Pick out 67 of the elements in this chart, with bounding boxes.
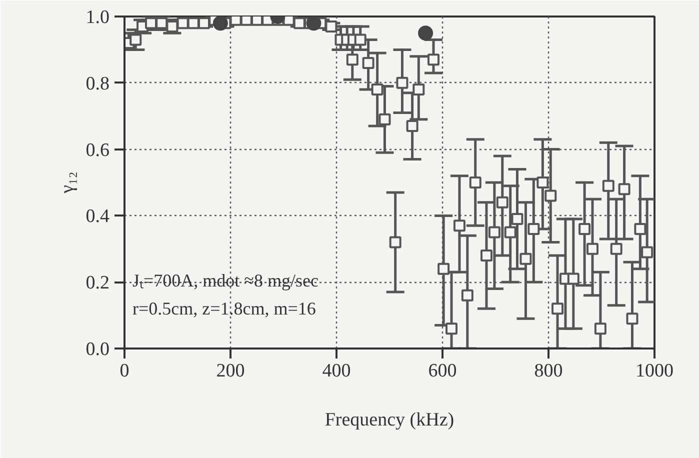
point	[504, 226, 516, 238]
annotation: r=0.5cm, z=1.8cm, m=16	[132, 298, 316, 318]
point	[378, 113, 391, 126]
point	[567, 272, 580, 285]
point	[626, 312, 638, 325]
x-tick-label: 800	[534, 360, 563, 382]
point	[230, 16, 242, 26]
point	[544, 190, 557, 202]
point	[418, 26, 434, 41]
point	[362, 56, 374, 69]
point	[480, 250, 492, 262]
x-tick-label: 1000	[636, 360, 674, 382]
y-tick-label: 0.0	[86, 339, 110, 360]
point	[634, 222, 646, 235]
x-tick-label: 600	[428, 360, 457, 382]
point	[461, 289, 474, 302]
point	[496, 196, 508, 208]
point	[396, 76, 408, 89]
point	[240, 16, 252, 26]
point	[166, 20, 178, 32]
point	[511, 213, 524, 226]
x-tick-label: 200	[216, 360, 245, 382]
point	[306, 16, 322, 31]
point	[145, 17, 157, 30]
y-tick-label: 1.0	[86, 7, 110, 28]
point	[438, 262, 450, 275]
point	[251, 16, 263, 26]
point	[453, 220, 466, 232]
point	[520, 252, 532, 265]
x-tick-label: 0	[120, 360, 130, 382]
point	[594, 322, 606, 335]
point	[198, 17, 210, 30]
point	[282, 16, 295, 26]
y-tick-label: 0.8	[86, 73, 110, 94]
point	[389, 236, 402, 248]
point	[446, 322, 458, 335]
point	[602, 180, 614, 192]
y-axis-title: γ₁₂	[56, 172, 78, 194]
point	[412, 84, 425, 96]
y-tick-label: 0.2	[86, 272, 110, 294]
point	[528, 222, 540, 235]
point	[610, 242, 622, 255]
point	[552, 302, 564, 315]
point	[406, 120, 418, 132]
point	[371, 84, 384, 96]
point	[130, 34, 142, 46]
x-tick-label: 400	[322, 360, 351, 382]
point	[488, 226, 500, 238]
y-tick-label: 0.6	[86, 140, 110, 161]
point	[212, 16, 228, 31]
point	[176, 17, 189, 30]
point	[354, 34, 366, 46]
point	[427, 54, 440, 66]
point	[156, 17, 168, 30]
point	[293, 17, 306, 30]
y-tick-label: 0.4	[86, 206, 110, 228]
point	[618, 183, 630, 196]
point	[586, 242, 598, 255]
point	[346, 54, 358, 66]
point	[325, 20, 338, 32]
point	[187, 17, 200, 30]
x-axis-title: Frequency (kHz)	[324, 410, 454, 430]
point	[469, 176, 482, 188]
point	[536, 176, 549, 188]
point	[641, 246, 654, 258]
point	[578, 222, 591, 235]
annotation: Jₜ=700A, mdot ≈8 mg/sec	[132, 270, 319, 290]
